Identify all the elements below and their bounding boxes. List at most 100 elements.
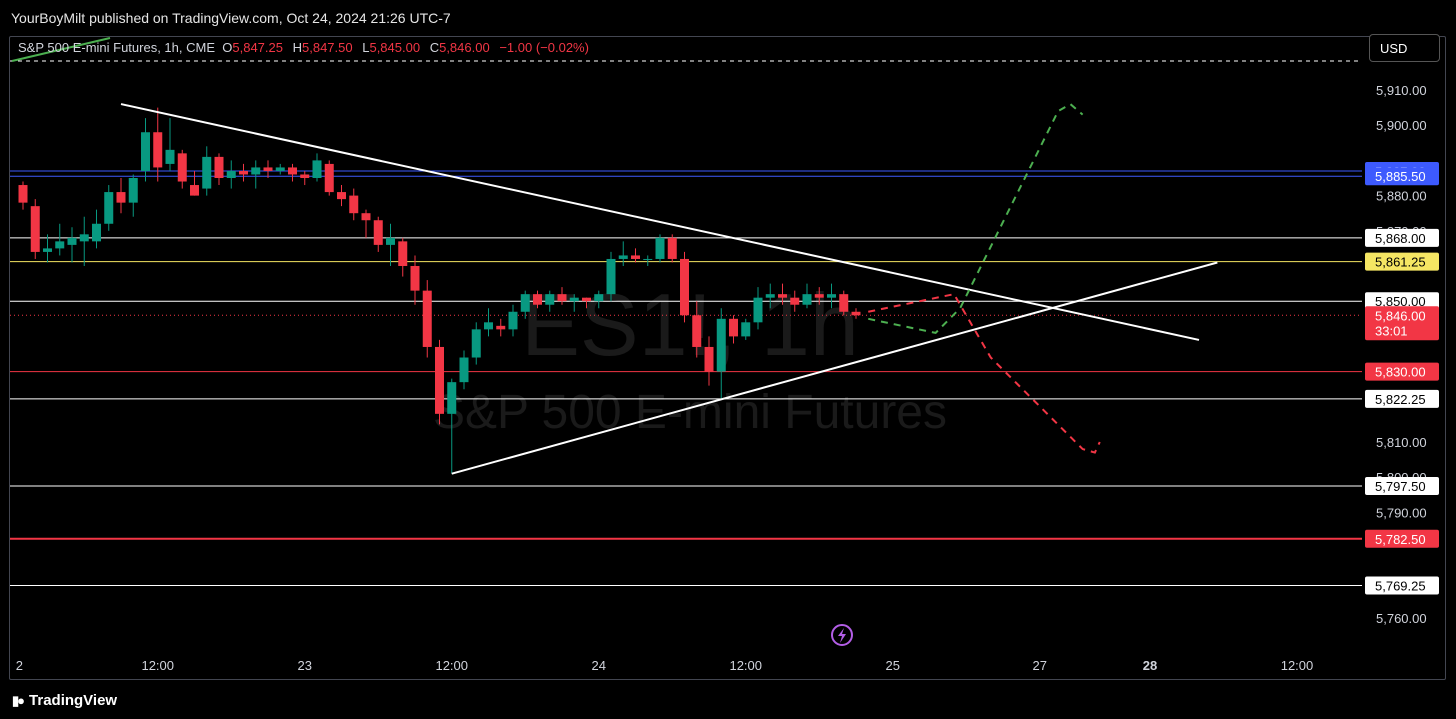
last-price-label: 5,846.00 (1375, 308, 1426, 323)
candle-body (606, 258, 616, 295)
x-tick-label: 12:00 (435, 658, 468, 673)
candle-body (692, 315, 702, 347)
candle-body (398, 241, 408, 266)
low-value: 5,845.00 (369, 40, 421, 55)
candle-body (128, 178, 138, 203)
x-tick-label: 12:00 (1281, 658, 1314, 673)
price-tag-label: 5,782.50 (1375, 532, 1426, 547)
candle-body (582, 297, 591, 302)
candle-body (92, 223, 101, 242)
candle-body (484, 322, 493, 330)
projection-path (868, 293, 1101, 454)
candle-body (533, 294, 542, 305)
price-tag-bg (1365, 477, 1439, 495)
price-tag: 5,830.00 (1365, 362, 1439, 381)
candle-body (778, 294, 787, 298)
candle-body (55, 241, 65, 249)
candle-body (422, 290, 432, 347)
price-tag-label: 5,769.25 (1375, 578, 1426, 593)
candle-body (839, 294, 849, 312)
open-label: O (222, 40, 233, 55)
lightning-icon (831, 624, 853, 646)
candle-body (104, 192, 114, 224)
y-tick-label: 5,900.00 (1376, 118, 1427, 133)
price-tag-label: 5,885.50 (1375, 169, 1426, 184)
price-tag: 5,868.00 (1365, 228, 1439, 247)
price-tag: 5,769.25 (1365, 576, 1439, 595)
candle-body (802, 294, 812, 305)
candle-body (410, 266, 420, 291)
price-tag-bg (1365, 362, 1439, 381)
candle-body (300, 174, 310, 178)
symbol-legend: S&P 500 E-mini Futures, 1h, CME O5,847.2… (18, 40, 595, 55)
x-tick-label: 12:00 (729, 658, 762, 673)
watermark-ticker: ES1!, 1h (521, 275, 859, 374)
open-value: 5,847.25 (232, 40, 283, 55)
top-bar: YourBoyMilt published on TradingView.com… (0, 0, 1456, 36)
trendline (120, 103, 1200, 341)
y-tick-label: 5,880.00 (1376, 189, 1427, 204)
candle-body (435, 346, 444, 414)
x-tick-label: 23 (298, 658, 312, 673)
candle-body (741, 322, 751, 337)
tradingview-brand: TradingView (29, 692, 118, 709)
candle-body (729, 318, 738, 337)
currency-button[interactable]: USD (1369, 34, 1440, 62)
chart-frame[interactable] (9, 36, 1446, 680)
candle-body (116, 192, 126, 203)
candle-body (275, 167, 285, 171)
x-tick-label: 28 (1143, 658, 1157, 673)
price-tag-label: 5,830.00 (1375, 365, 1426, 380)
candle-body (704, 346, 714, 372)
symbol-title: S&P 500 E-mini Futures, 1h, CME (18, 40, 216, 55)
high-label: H (292, 40, 302, 55)
candle-body (251, 167, 261, 175)
candle-body (312, 160, 322, 178)
candle-body (545, 294, 555, 305)
candle-body (447, 382, 457, 414)
candle-body (79, 234, 89, 242)
candle-body (459, 357, 469, 383)
candle-body (667, 237, 677, 259)
bar-countdown: 33:01 (1375, 323, 1408, 338)
candle-body (753, 297, 763, 323)
price-tag-bg (1365, 167, 1439, 186)
x-tick-label: 2 (16, 658, 23, 673)
projection-path (868, 102, 1084, 334)
lightning-icon-bolt (838, 628, 846, 643)
candle-body (814, 294, 824, 298)
candle-body (190, 185, 199, 196)
price-tag: 5,861.25 (1365, 252, 1439, 271)
candle-body (618, 255, 628, 259)
x-tick-label: 24 (592, 658, 606, 673)
price-tag: 5,797.50 (1365, 477, 1439, 495)
candle-body (373, 220, 383, 245)
candle-body (153, 132, 163, 168)
price-tag-bg (1365, 529, 1439, 548)
published-note: YourBoyMilt published on TradingView.com… (11, 10, 451, 26)
candle-body (471, 329, 481, 358)
y-tick-label: 5,760.00 (1376, 611, 1427, 626)
candle-body (716, 318, 726, 372)
price-tag: 5,822.25 (1365, 389, 1439, 408)
close-value: 5,846.00 (439, 40, 490, 55)
candle-body (496, 325, 506, 330)
trendline-fragment (11, 37, 111, 62)
candle-body (680, 258, 689, 316)
candle-body (43, 248, 52, 252)
candle-body (765, 294, 775, 298)
high-value: 5,847.50 (302, 40, 353, 55)
tradingview-logo[interactable]: ▮● TradingView (12, 692, 117, 709)
y-tick-label: 5,810.00 (1376, 435, 1427, 450)
price-tag-bg (1365, 228, 1439, 247)
candle-body (655, 237, 665, 259)
price-tag: 5,850.00 (1365, 292, 1439, 311)
candle-body (349, 195, 359, 214)
x-tick-label: 27 (1033, 658, 1047, 673)
candle-body (631, 255, 640, 259)
candle-body (569, 297, 579, 302)
candle-body (324, 163, 334, 193)
candle-body (165, 149, 175, 164)
candle-body (851, 311, 861, 316)
